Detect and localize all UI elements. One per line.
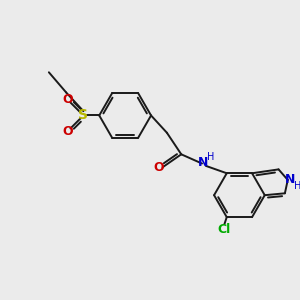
Text: O: O [62,93,73,106]
Text: S: S [78,109,88,122]
Text: O: O [154,161,164,174]
Text: N: N [198,156,208,169]
Text: H: H [294,181,300,191]
Text: H: H [207,152,214,162]
Text: O: O [62,125,73,138]
Text: Cl: Cl [218,223,231,236]
Text: N: N [285,173,295,186]
